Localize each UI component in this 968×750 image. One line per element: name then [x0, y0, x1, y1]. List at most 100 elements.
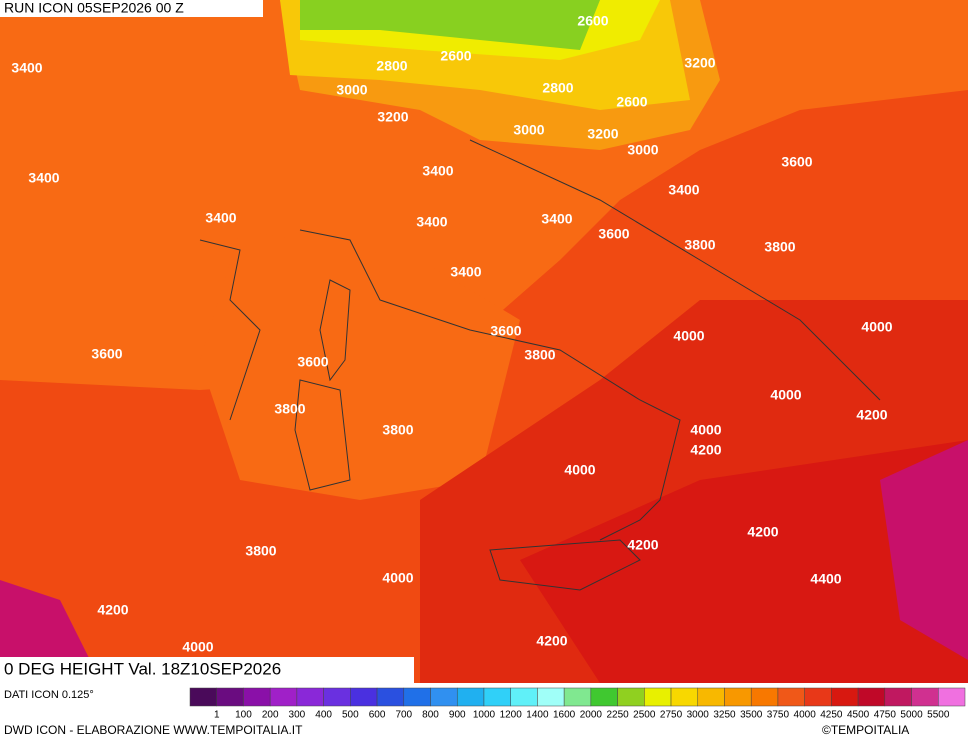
colorbar-swatch [296, 687, 324, 707]
colorbar-swatch [938, 687, 966, 707]
colorbar-label: 900 [449, 710, 466, 721]
colorbar-swatch [831, 687, 859, 707]
colorbar-label: 4250 [820, 710, 843, 721]
colorbar-swatch [724, 687, 752, 707]
colorbar-swatch [617, 687, 645, 707]
contour-label: 4000 [690, 422, 721, 438]
contour-label: 2800 [376, 58, 407, 74]
contour-label: 3600 [781, 154, 812, 170]
contour-label: 4200 [690, 442, 721, 458]
contour-label: 3800 [524, 347, 555, 363]
contour-label: 3400 [11, 60, 42, 76]
colorbar-label: 1400 [526, 710, 549, 721]
contour-label: 4200 [856, 407, 887, 423]
colorbar-label: 3000 [687, 710, 710, 721]
contour-label: 4000 [182, 639, 213, 655]
contour-label: 2600 [616, 94, 647, 110]
contour-label: 4200 [627, 537, 658, 553]
contour-label: 3400 [422, 163, 453, 179]
contour-label: 2600 [440, 48, 471, 64]
contour-label: 4000 [770, 387, 801, 403]
colorbar-swatch [403, 687, 431, 707]
source-label: DATI ICON 0.125° [4, 689, 94, 701]
contour-label: 4200 [536, 633, 567, 649]
copyright: ©TEMPOITALIA [822, 723, 909, 737]
colorbar-label: 5000 [900, 710, 923, 721]
colorbar-swatch [456, 687, 485, 707]
colorbar-label: 4750 [874, 710, 897, 721]
contour-label: 3000 [336, 82, 367, 98]
colorbar-label: 300 [289, 710, 306, 721]
contour-label: 3400 [450, 264, 481, 280]
run-box [0, 0, 263, 17]
colorbar-swatch [510, 687, 538, 707]
colorbar-swatch [697, 687, 725, 707]
contour-label: 4000 [382, 570, 413, 586]
colorbar-swatch [884, 687, 912, 707]
colorbar-swatch [777, 687, 805, 707]
colorbar-swatch [644, 687, 672, 707]
colorbar-label: 2000 [580, 710, 603, 721]
colorbar-label: 3750 [767, 710, 790, 721]
colorbar-label: 1600 [553, 710, 576, 721]
colorbar-label: 2750 [660, 710, 683, 721]
contour-label: 3200 [684, 55, 715, 71]
contour-label: 4000 [861, 319, 892, 335]
colorbar-swatch [804, 687, 832, 707]
contour-label: 2600 [577, 13, 608, 29]
colorbar-label: 5500 [927, 710, 950, 721]
colorbar-swatch [350, 687, 378, 707]
contour-label: 3400 [205, 210, 236, 226]
contour-label: 3200 [377, 109, 408, 125]
colorbar-label: 4000 [794, 710, 817, 721]
contour-label: 4200 [97, 602, 128, 618]
contour-label: 3000 [513, 122, 544, 138]
colorbar-swatch [590, 687, 618, 707]
colorbar-label: 1 [214, 710, 220, 721]
colorbar-swatch [750, 687, 779, 707]
coastlines [199, 139, 881, 591]
contour-label: 3200 [587, 126, 618, 142]
colorbar-label: 3250 [713, 710, 736, 721]
colorbar-swatch [269, 687, 298, 707]
contour-labels: 3400 2800 2600 2600 3200 3000 2800 2600 3200 3000… [11, 13, 892, 655]
contour-label: 3000 [627, 142, 658, 158]
colorbar-swatch [483, 687, 511, 707]
colorbar-label: 2250 [606, 710, 629, 721]
contour-label: 3800 [382, 422, 413, 438]
colorbar-label: 4500 [847, 710, 870, 721]
colorbar-label: 700 [395, 710, 412, 721]
contour-label: 3600 [490, 323, 521, 339]
colorbar-swatch [189, 687, 217, 707]
map-title: 0 DEG HEIGHT Val. 18Z10SEP2026 [4, 659, 281, 678]
credit: DWD ICON - ELABORAZIONE WWW.TEMPOITALIA.… [4, 723, 303, 737]
colorbar-swatch [563, 687, 592, 707]
title-box [0, 657, 414, 683]
contour-label: 3600 [91, 346, 122, 362]
colorbar-swatch [670, 687, 699, 707]
contour-label: 4400 [810, 571, 841, 587]
colorbar-label: 1000 [473, 710, 496, 721]
colorbar-label: 500 [342, 710, 359, 721]
colorbar-label: 200 [262, 710, 279, 721]
colorbar-label: 100 [235, 710, 252, 721]
colorbar-swatch [911, 687, 939, 707]
contour-label: 2800 [542, 80, 573, 96]
colorbar-swatch [430, 687, 458, 707]
run-label: RUN ICON 05SEP2026 00 Z [4, 0, 184, 16]
contour-label: 4000 [673, 328, 704, 344]
contour-label: 3800 [274, 401, 305, 417]
colorbar: 1 100 200 300 400 500 600 700 800 900 1000 1200 1400… [189, 687, 966, 721]
colorbar-swatch [243, 687, 271, 707]
colorbar-label: 600 [369, 710, 386, 721]
contour-label: 3400 [416, 214, 447, 230]
colorbar-swatch [376, 687, 405, 707]
colorbar-label: 2500 [633, 710, 656, 721]
contour-label: 3800 [245, 543, 276, 559]
colorbar-swatch [323, 687, 351, 707]
colorbar-swatch [857, 687, 886, 707]
contour-label: 3800 [684, 237, 715, 253]
colorbar-label: 1200 [500, 710, 523, 721]
colorbar-label: 400 [315, 710, 332, 721]
